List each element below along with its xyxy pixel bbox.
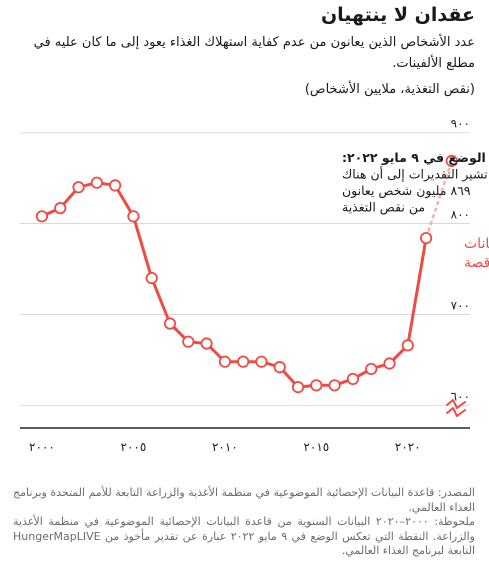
data-point	[310, 379, 323, 392]
data-point	[419, 232, 433, 245]
y-tick-label: ٨٠٠	[451, 208, 470, 222]
data-point	[273, 361, 286, 374]
data-point	[72, 181, 85, 194]
data-point	[365, 362, 378, 376]
data-point	[255, 355, 268, 368]
x-tick-label: ٢٠١٠	[212, 440, 238, 454]
annotation-line: من نقص التغذية	[342, 200, 425, 216]
data-point	[90, 176, 103, 189]
x-tick-label: ٢٠٢٠	[395, 440, 421, 454]
y-tick-label: ٧٠٠	[451, 298, 470, 312]
x-tick-label: ٢٠٠٥	[121, 440, 147, 454]
chart-subtitle: عدد الأشخاص الذين يعانون من عدم كفاية اس…	[33, 35, 475, 71]
data-point	[237, 355, 250, 368]
annotation-heading: الوضع في ٩ مايو ٢٠٢٢:	[342, 150, 486, 165]
data-point	[127, 210, 140, 223]
line-chart: ٦٠٠ ٧٠٠ ٨٠٠ ٩٠٠ ٢٠٠٠ ٢٠٠٥ ٢٠١٠ ٢٠١٥ ٢٠٢٠ الوضع في…	[20, 117, 489, 454]
data-point	[401, 339, 414, 352]
data-point	[54, 202, 67, 215]
y-tick-label: ٩٠٠	[451, 117, 470, 131]
annotation-line: تشير التقديرات إلى أن هناك	[342, 166, 488, 183]
data-point	[383, 357, 396, 370]
data-point	[346, 372, 360, 386]
missing-data-label: بيانات	[464, 236, 489, 252]
estimate-point	[445, 154, 458, 167]
axis-break-mark	[446, 399, 466, 409]
data-point	[291, 381, 305, 394]
annotation-line: ٨٦٩ مليون شخص يعانون	[342, 183, 471, 199]
footer-notes: المصدر: قاعدة البيانات الإحصائية الموضوع…	[13, 486, 475, 559]
missing-data-label: ناقصة	[464, 255, 489, 271]
data-point	[163, 317, 177, 330]
axis-break-mark	[446, 407, 466, 417]
series-line	[41, 181, 428, 389]
x-tick-label: ٢٠١٥	[303, 440, 329, 454]
data-point	[35, 210, 49, 223]
unit-label: (نقص التغذية، ملايين الأشخاص)	[304, 82, 475, 97]
data-point	[200, 337, 213, 350]
chart-title: عقدان لا ينتهيان	[320, 4, 475, 26]
method-note: ملحوظة: ٢٠٠٠–٢٠٢٠ البيانات السنوية من قا…	[13, 515, 475, 557]
x-tick-label: ٢٠٠٠	[29, 440, 55, 454]
data-point	[145, 271, 158, 285]
source-note: المصدر: قاعدة البيانات الإحصائية الموضوع…	[13, 486, 475, 514]
data-point	[182, 335, 195, 348]
data-point	[109, 179, 122, 192]
y-tick-label: ٦٠٠	[451, 389, 470, 403]
data-point	[218, 355, 231, 368]
data-point	[328, 379, 341, 392]
